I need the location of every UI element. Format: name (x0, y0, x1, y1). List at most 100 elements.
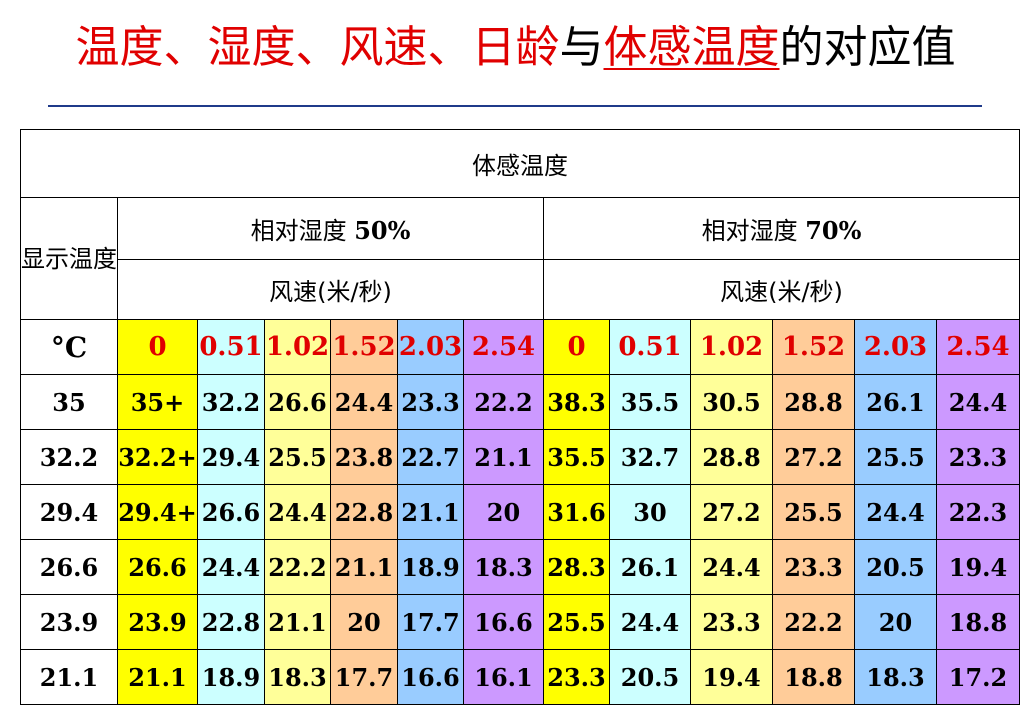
unit-celsius: °C (20, 319, 118, 375)
wind-speed-50-4: 2.03 (397, 319, 464, 375)
feels-like-cell-rh70: 18.3 (854, 649, 937, 705)
feels-like-cell-rh50: 26.6 (117, 539, 198, 595)
display-temp-cell: 29.4 (20, 484, 118, 540)
feels-like-cell-rh70: 30.5 (690, 374, 773, 430)
side-label-display-temp: 显示温度 (20, 197, 118, 320)
feels-like-cell-rh50: 25.5 (264, 429, 331, 485)
rh-70-label: 相对湿度 (701, 217, 798, 245)
feels-like-cell-rh50: 22.2 (463, 374, 544, 430)
feels-like-cell-rh50: 26.6 (264, 374, 331, 430)
feels-like-cell-rh50: 22.7 (397, 429, 464, 485)
wind-speed-70-0: 0 (543, 319, 610, 375)
feels-like-cell-rh70: 24.4 (936, 374, 1020, 430)
table-row: 32.2 32.2+ 29.4 25.5 23.8 22.7 21.1 35.5 32.7 28.… (20, 429, 1020, 485)
feels-like-cell-rh70: 26.1 (609, 539, 691, 595)
feels-like-cell-rh70: 23.3 (690, 594, 773, 650)
feels-like-cell-rh70: 23.3 (543, 649, 610, 705)
feels-like-cell-rh70: 27.2 (690, 484, 773, 540)
feels-like-cell-rh70: 18.8 (772, 649, 855, 705)
header-row-humidity: 显示温度 相对湿度 50% 相对湿度 70% (20, 197, 1020, 320)
feels-like-cell-rh70: 19.4 (936, 539, 1020, 595)
wind-speed-70-2: 1.02 (690, 319, 773, 375)
feels-like-cell-rh70: 28.8 (772, 374, 855, 430)
feels-like-cell-rh50: 23.8 (330, 429, 398, 485)
title-part-3: 体感温度 (603, 22, 780, 73)
feels-like-cell-rh70: 19.4 (690, 649, 773, 705)
feels-like-cell-rh50: 35+ (117, 374, 198, 430)
feels-like-cell-rh50: 21.1 (463, 429, 544, 485)
title-part-2: 与 (559, 22, 604, 73)
feels-like-cell-rh50: 22.8 (330, 484, 398, 540)
table-row: 21.1 21.1 18.9 18.3 17.7 16.6 16.1 23.3 20.5 19.4… (20, 649, 1020, 705)
wind-speed-70-5: 2.54 (936, 319, 1020, 375)
title-part-4: 的对应值 (779, 22, 956, 73)
feels-like-cell-rh70: 38.3 (543, 374, 610, 430)
wind-speed-70-1: 0.51 (609, 319, 691, 375)
feels-like-cell-rh50: 23.9 (117, 594, 198, 650)
feels-like-cell-rh50: 16.6 (463, 594, 544, 650)
feels-like-cell-rh70: 25.5 (772, 484, 855, 540)
header-wind-50: 风速(米/秒) (117, 259, 544, 320)
feels-like-cell-rh50: 16.1 (463, 649, 544, 705)
feels-like-cell-rh50: 24.4 (264, 484, 331, 540)
feels-like-cell-rh50: 24.4 (197, 539, 265, 595)
feels-like-cell-rh50: 16.6 (397, 649, 464, 705)
feels-like-cell-rh70: 26.1 (854, 374, 937, 430)
feels-like-cell-rh50: 21.1 (264, 594, 331, 650)
feels-like-cell-rh50: 18.9 (397, 539, 464, 595)
title-divider (48, 105, 982, 107)
wind-speed-50-3: 1.52 (330, 319, 398, 375)
table-row: 23.9 23.9 22.8 21.1 20 17.7 16.6 25.5 24.4 23.3 22… (20, 594, 1020, 650)
feels-like-cell-rh70: 32.7 (609, 429, 691, 485)
feels-like-cell-rh70: 17.2 (936, 649, 1020, 705)
feels-like-cell-rh70: 31.6 (543, 484, 610, 540)
wind-speed-50-0: 0 (117, 319, 198, 375)
feels-like-cell-rh70: 24.4 (854, 484, 937, 540)
feels-like-cell-rh50: 17.7 (397, 594, 464, 650)
display-temp-cell: 26.6 (20, 539, 118, 595)
wind-speed-50-2: 1.02 (264, 319, 331, 375)
feels-like-table-wrapper: 体感温度 显示温度 相对湿度 50% 相对湿度 70% 风速(米/秒) 风速(米… (20, 129, 1020, 705)
feels-like-cell-rh70: 22.2 (772, 594, 855, 650)
feels-like-cell-rh50: 20 (463, 484, 544, 540)
feels-like-cell-rh70: 20.5 (609, 649, 691, 705)
feels-like-cell-rh70: 28.8 (690, 429, 773, 485)
header-rh-70: 相对湿度 70% (543, 197, 1020, 260)
wind-speed-70-3: 1.52 (772, 319, 855, 375)
display-temp-cell: 23.9 (20, 594, 118, 650)
feels-like-cell-rh50: 21.1 (117, 649, 198, 705)
feels-like-cell-rh70: 27.2 (772, 429, 855, 485)
feels-like-cell-rh50: 23.3 (397, 374, 464, 430)
table-row: 26.6 26.6 24.4 22.2 21.1 18.9 18.3 28.3 26.1 24.4… (20, 539, 1020, 595)
feels-like-cell-rh50: 21.1 (397, 484, 464, 540)
feels-like-cell-rh50: 21.1 (330, 539, 398, 595)
feels-like-cell-rh70: 35.5 (543, 429, 610, 485)
header-row-wind: 风速(米/秒) 风速(米/秒) (21, 259, 1020, 320)
table-row: 29.4 29.4+ 26.6 24.4 22.8 21.1 20 31.6 30 27.2 25.… (20, 484, 1020, 540)
feels-like-cell-rh70: 18.8 (936, 594, 1020, 650)
feels-like-cell-rh70: 25.5 (854, 429, 937, 485)
wind-speed-50-1: 0.51 (197, 319, 265, 375)
feels-like-cell-rh50: 24.4 (330, 374, 398, 430)
header-rh-50: 相对湿度 50% (117, 197, 544, 260)
feels-like-cell-rh70: 20 (854, 594, 937, 650)
feels-like-cell-rh70: 24.4 (690, 539, 773, 595)
feels-like-cell-rh50: 29.4 (197, 429, 265, 485)
feels-like-cell-rh70: 23.3 (772, 539, 855, 595)
feels-like-cell-rh70: 35.5 (609, 374, 691, 430)
feels-like-cell-rh50: 29.4+ (117, 484, 198, 540)
feels-like-cell-rh70: 20.5 (854, 539, 937, 595)
feels-like-cell-rh50: 22.8 (197, 594, 265, 650)
feels-like-table: 体感温度 显示温度 相对湿度 50% 相对湿度 70% 风速(米/秒) 风速(米… (20, 129, 1020, 705)
title-part-1: 温度、湿度、风速、日龄 (75, 22, 560, 73)
feels-like-cell-rh50: 32.2 (197, 374, 265, 430)
wind-speed-50-5: 2.54 (463, 319, 544, 375)
table-row: 35 35+ 32.2 26.6 24.4 23.3 22.2 38.3 35.5 30.5 28.… (20, 374, 1020, 430)
feels-like-cell-rh70: 25.5 (543, 594, 610, 650)
feels-like-cell-rh70: 30 (609, 484, 691, 540)
page-title: 温度、湿度、风速、日龄与体感温度的对应值 (0, 18, 1031, 78)
rh-70-value: 70% (805, 216, 862, 245)
header-feels-like: 体感温度 (20, 129, 1020, 198)
wind-speed-70-4: 2.03 (854, 319, 937, 375)
feels-like-cell-rh70: 24.4 (609, 594, 691, 650)
